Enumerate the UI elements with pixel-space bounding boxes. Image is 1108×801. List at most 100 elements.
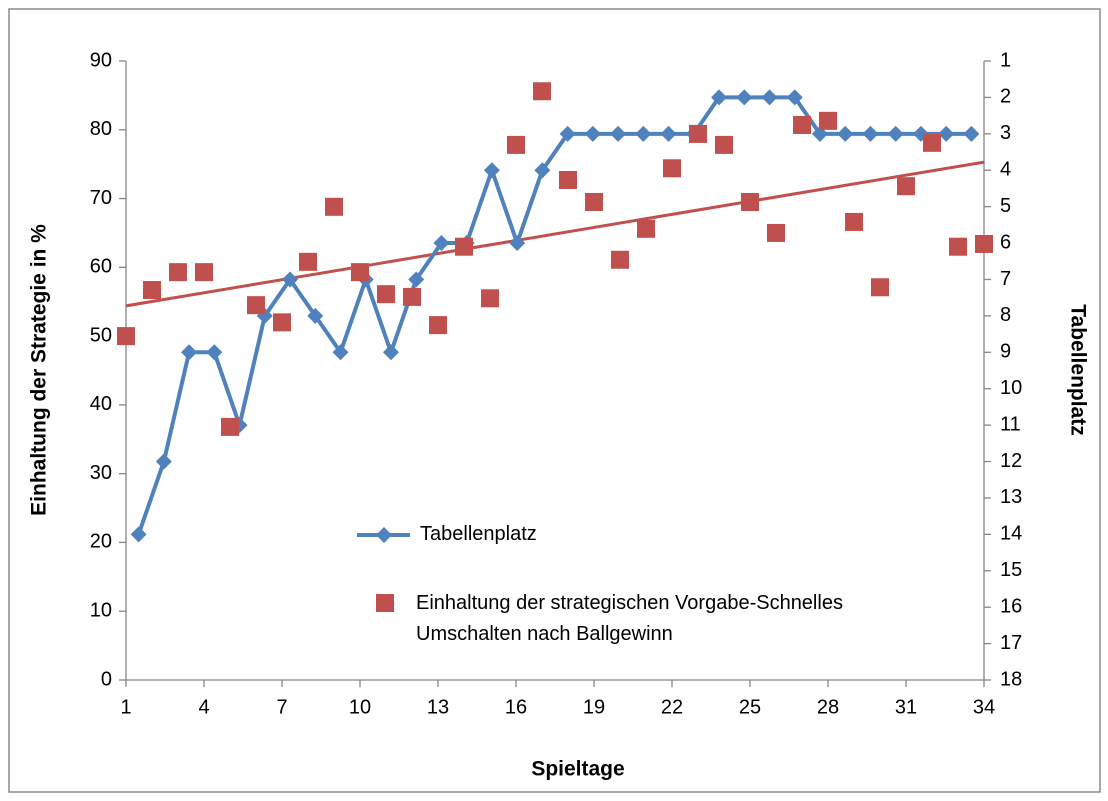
x-tick-label: 19 xyxy=(583,696,605,718)
scatter-point xyxy=(845,212,863,231)
scatter-point xyxy=(585,192,603,211)
x-tick-label: 25 xyxy=(739,696,761,718)
legend-entry: Einhaltung der strategischen Vorgabe-Sch… xyxy=(416,588,886,650)
y2-tick-label: 12 xyxy=(1000,450,1022,472)
y-tick-label: 80 xyxy=(90,118,112,140)
scatter-point xyxy=(923,133,941,152)
line-marker xyxy=(887,125,904,142)
y2-tick-label: 2 xyxy=(1000,86,1011,108)
scatter-point xyxy=(299,252,317,271)
y2-tick-label: 17 xyxy=(1000,632,1022,654)
y-tick-label: 40 xyxy=(90,393,112,415)
legend-label: Tabellenplatz xyxy=(420,523,537,545)
y-axis-title: Einhaltung der Strategie in % xyxy=(28,224,51,516)
line-marker xyxy=(181,344,198,361)
y-tick-label: 0 xyxy=(101,668,112,690)
x-tick-label: 22 xyxy=(661,696,683,718)
scatter-point xyxy=(429,316,447,335)
scatter-point xyxy=(559,170,577,189)
scatter-point xyxy=(637,219,655,238)
line-marker xyxy=(938,125,955,142)
y-tick-label: 60 xyxy=(90,256,112,278)
scatter-point xyxy=(169,263,187,282)
line-marker xyxy=(963,125,980,142)
line-series xyxy=(136,95,972,536)
scatter-point xyxy=(455,237,473,256)
y-tick-label: 90 xyxy=(90,49,112,71)
y2-tick-label: 8 xyxy=(1000,304,1011,326)
x-tick-label: 7 xyxy=(276,696,287,718)
line-marker xyxy=(584,125,601,142)
scatter-point xyxy=(481,289,499,308)
y2-tick-label: 4 xyxy=(1000,159,1011,181)
scatter-point xyxy=(611,250,629,269)
scatter-point xyxy=(143,281,161,300)
scatter-point xyxy=(689,124,707,143)
x-tick-label: 28 xyxy=(817,696,839,718)
x-tick-label: 4 xyxy=(198,696,209,718)
line-marker xyxy=(282,271,299,288)
line-marker xyxy=(534,162,551,179)
legend-marker xyxy=(376,527,392,543)
line-marker xyxy=(307,307,324,324)
y2-tick-label: 11 xyxy=(1000,413,1021,435)
scatter-point xyxy=(533,82,551,101)
line-marker xyxy=(862,125,879,142)
line-marker xyxy=(509,235,526,252)
scatter-point xyxy=(819,111,837,130)
y2-axis-title: Tabellenplatz xyxy=(1066,304,1089,435)
scatter-point xyxy=(793,115,811,134)
y-tick-label: 10 xyxy=(90,600,112,622)
y2-tick-label: 16 xyxy=(1000,595,1022,617)
y-tick-label: 70 xyxy=(90,187,112,209)
x-tick-label: 16 xyxy=(505,696,527,718)
scatter-point xyxy=(949,237,967,256)
line-marker xyxy=(483,162,500,179)
y2-tick-label: 1 xyxy=(1000,49,1011,71)
x-axis-title: Spieltage xyxy=(531,758,624,781)
line-marker xyxy=(332,344,349,361)
chart-border xyxy=(8,8,1101,793)
scatter-point xyxy=(507,135,525,154)
line-marker xyxy=(610,125,627,142)
line-marker xyxy=(635,125,652,142)
legend-label: Einhaltung der strategischen Vorgabe-Sch… xyxy=(416,592,843,645)
line-marker xyxy=(786,89,803,106)
scatter-point xyxy=(403,287,421,306)
line-marker xyxy=(837,125,854,142)
scatter-point xyxy=(117,327,135,346)
scatter-point xyxy=(975,234,993,253)
line-marker xyxy=(711,89,728,106)
scatter-point xyxy=(247,296,265,315)
scatter-point xyxy=(871,278,889,297)
y2-tick-label: 7 xyxy=(1000,268,1011,290)
x-tick-label: 10 xyxy=(349,696,371,718)
scatter-point xyxy=(325,197,343,216)
scatter-point xyxy=(767,223,785,242)
line-marker xyxy=(408,271,425,288)
line-marker xyxy=(382,344,399,361)
y2-tick-label: 10 xyxy=(1000,377,1022,399)
line-marker xyxy=(736,89,753,106)
x-tick-label: 1 xyxy=(120,696,131,718)
line-marker xyxy=(660,125,677,142)
scatter-point xyxy=(221,417,239,436)
legend-marker xyxy=(376,594,394,612)
y2-tick-label: 5 xyxy=(1000,195,1011,217)
y2-tick-label: 6 xyxy=(1000,231,1011,253)
line-marker xyxy=(433,235,450,252)
y2-tick-label: 15 xyxy=(1000,559,1022,581)
scatter-point xyxy=(715,135,733,154)
x-tick-label: 31 xyxy=(895,696,917,718)
y2-tick-label: 13 xyxy=(1000,486,1022,508)
legend-entry: Tabellenplatz xyxy=(420,519,537,550)
line-marker xyxy=(761,89,778,106)
y2-tick-label: 14 xyxy=(1000,523,1022,545)
line-marker xyxy=(206,344,223,361)
scatter-point xyxy=(897,177,915,196)
y-tick-label: 20 xyxy=(90,531,112,553)
y2-tick-label: 18 xyxy=(1000,668,1022,690)
scatter-point xyxy=(351,263,369,282)
x-tick-label: 34 xyxy=(973,696,995,718)
